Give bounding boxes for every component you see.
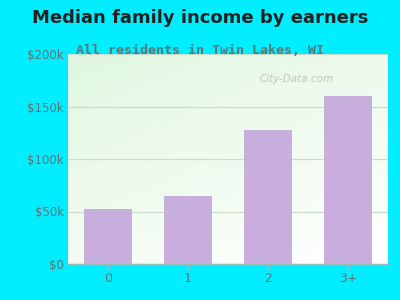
Bar [84, 209, 132, 264]
Bar [244, 130, 292, 264]
Text: All residents in Twin Lakes, WI: All residents in Twin Lakes, WI [76, 44, 324, 56]
Text: City-Data.com: City-Data.com [260, 74, 334, 84]
Bar [324, 96, 372, 264]
Bar [164, 196, 212, 264]
Text: Median family income by earners: Median family income by earners [32, 9, 368, 27]
